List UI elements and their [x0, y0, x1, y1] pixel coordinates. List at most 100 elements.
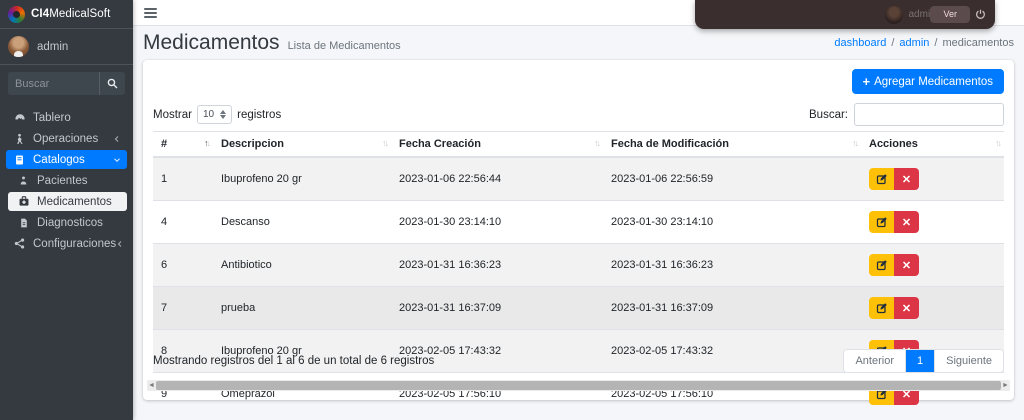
sidebar-item-catalogos[interactable]: Catalogos: [6, 150, 127, 169]
table-row: 6 Antibiotico 2023-01-31 16:36:23 2023-0…: [153, 243, 1004, 287]
cell-id: 8: [153, 329, 213, 373]
breadcrumb-dashboard[interactable]: dashboard: [834, 37, 887, 49]
brand-name: CI4MedicalSoft: [31, 8, 111, 20]
col-header-fecha-modificacion[interactable]: Fecha de Modificación ↑↓: [603, 131, 861, 158]
delete-button[interactable]: ✕: [894, 254, 919, 276]
cell-descripcion: Antibiotico: [213, 243, 391, 287]
pagination-next[interactable]: Siguiente: [934, 350, 1003, 372]
sidebar: CI4MedicalSoft admin Tablero Ope: [0, 0, 133, 420]
sidebar-item-label: Operaciones: [33, 132, 99, 145]
page-subtitle: Lista de Medicamentos: [287, 40, 401, 52]
cell-id: 1: [153, 156, 213, 201]
cell-modificacion: 2023-01-31 16:36:23: [603, 243, 861, 287]
sidebar-item-label: Medicamentos: [37, 195, 112, 208]
brand[interactable]: CI4MedicalSoft: [0, 0, 133, 29]
horizontal-scrollbar[interactable]: ◄ ►: [147, 380, 1010, 391]
overlay-avatar[interactable]: [885, 5, 904, 24]
pagination-page-1[interactable]: 1: [905, 350, 935, 372]
power-icon[interactable]: [975, 9, 986, 20]
user-panel: admin: [0, 29, 133, 65]
page-size-select[interactable]: 10: [196, 105, 233, 124]
edit-button[interactable]: [869, 254, 894, 276]
col-header-descripcion[interactable]: Descripcion ↑↓: [213, 131, 391, 158]
scroll-right-icon[interactable]: ►: [1002, 382, 1009, 389]
file-medical-icon: [16, 217, 31, 229]
cell-descripcion: Ibuprofeno 20 gr: [213, 329, 391, 373]
show-label: Mostrar: [153, 108, 192, 121]
table-row: 7 prueba 2023-01-31 16:37:09 2023-01-31 …: [153, 286, 1004, 330]
col-header-acciones[interactable]: Acciones ↑↓: [861, 131, 1004, 158]
user-menu-overlay: admin Ver: [695, 0, 995, 29]
person-icon: [12, 133, 27, 145]
book-icon: [12, 154, 27, 166]
cell-modificacion: 2023-02-05 17:43:32: [603, 329, 861, 373]
edit-button[interactable]: [869, 168, 894, 190]
sidebar-item-label: Catalogos: [33, 153, 85, 166]
sidebar-item-tablero[interactable]: Tablero: [6, 108, 127, 127]
plus-icon: +: [862, 74, 871, 89]
sort-icon: ↑↓: [204, 138, 211, 148]
cell-creacion: 2023-02-05 17:43:32: [391, 329, 603, 373]
brand-logo-icon: [8, 5, 25, 23]
sidebar-item-label: Pacientes: [37, 174, 88, 187]
cell-descripcion: Omeprazol: [213, 372, 391, 415]
sidebar-item-medicamentos[interactable]: Medicamentos: [8, 192, 127, 211]
sort-icon: ↑↓: [594, 138, 601, 148]
sidebar-item-label: Configuraciones: [33, 237, 117, 250]
x-icon: ✕: [901, 259, 912, 272]
overlay-user-name: admin: [908, 9, 935, 20]
sort-icon: ↑↓: [995, 138, 1002, 148]
sidebar-search-input[interactable]: [8, 72, 99, 95]
select-arrows-icon: [220, 110, 227, 119]
sidebar-item-label: Diagnosticos: [37, 216, 103, 229]
content-header: Medicamentos Lista de Medicamentos dashb…: [143, 31, 1014, 55]
col-header-fecha-creacion[interactable]: Fecha Creación ↑↓: [391, 131, 603, 158]
share-icon: [12, 238, 27, 249]
cell-creacion: 2023-01-31 16:37:09: [391, 286, 603, 330]
sidebar-item-operaciones[interactable]: Operaciones: [6, 129, 127, 148]
edit-button[interactable]: [869, 297, 894, 319]
medicamentos-table: # ↑↓ Descripcion ↑↓ Fecha Creación ↑↓ Fecha…: [153, 131, 1004, 415]
sidebar-item-pacientes[interactable]: Pacientes: [8, 171, 127, 190]
cell-descripcion: Descanso: [213, 200, 391, 244]
sidebar-item-diagnosticos[interactable]: Diagnosticos: [8, 213, 127, 232]
table-row: 1 Ibuprofeno 20 gr 2023-01-06 22:56:44 2…: [153, 156, 1004, 201]
table-row: 4 Descanso 2023-01-30 23:14:10 2023-01-3…: [153, 200, 1004, 244]
table-controls: Mostrar 10 registros Buscar:: [153, 103, 1004, 126]
scroll-left-icon[interactable]: ◄: [148, 382, 155, 389]
edit-button[interactable]: [869, 211, 894, 233]
avatar[interactable]: [8, 36, 29, 57]
cell-creacion: 2023-01-06 22:56:44: [391, 156, 603, 201]
chevron-down-icon: [113, 156, 121, 164]
medicamentos-card: + Agregar Medicamentos Mostrar 10 regist…: [143, 60, 1014, 415]
cell-id: 7: [153, 286, 213, 330]
breadcrumb-admin[interactable]: admin: [899, 37, 930, 49]
breadcrumb-current: medicamentos: [942, 37, 1014, 49]
cell-descripcion: prueba: [213, 286, 391, 330]
x-icon: ✕: [901, 173, 912, 186]
patient-icon: [16, 175, 31, 186]
table-row: 9 Omeprazol 2023-02-05 17:56:10 2023-02-…: [153, 372, 1004, 415]
scrollbar-thumb[interactable]: [156, 381, 1001, 390]
user-name[interactable]: admin: [37, 40, 69, 53]
col-header-id[interactable]: # ↑↓: [153, 131, 213, 158]
delete-button[interactable]: ✕: [894, 297, 919, 319]
cell-id: 4: [153, 200, 213, 244]
cell-modificacion: 2023-01-30 23:14:10: [603, 200, 861, 244]
cell-creacion: 2023-01-30 23:14:10: [391, 200, 603, 244]
delete-button[interactable]: ✕: [894, 168, 919, 190]
table-search-input[interactable]: [854, 103, 1004, 126]
cell-id: 6: [153, 243, 213, 287]
add-medicamentos-button[interactable]: + Agregar Medicamentos: [851, 69, 1004, 94]
pagination-prev[interactable]: Anterior: [844, 350, 905, 372]
medkit-icon: [16, 196, 31, 207]
search-icon[interactable]: [99, 72, 125, 95]
ver-button[interactable]: Ver: [930, 6, 970, 23]
sidebar-item-configuraciones[interactable]: Configuraciones: [6, 234, 127, 253]
x-icon: ✕: [901, 302, 912, 315]
delete-button[interactable]: ✕: [894, 211, 919, 233]
page-title: Medicamentos: [143, 31, 280, 54]
sort-icon: ↑↓: [382, 138, 389, 148]
hamburger-menu-icon[interactable]: [144, 7, 157, 18]
sort-icon: ↑↓: [852, 138, 859, 148]
